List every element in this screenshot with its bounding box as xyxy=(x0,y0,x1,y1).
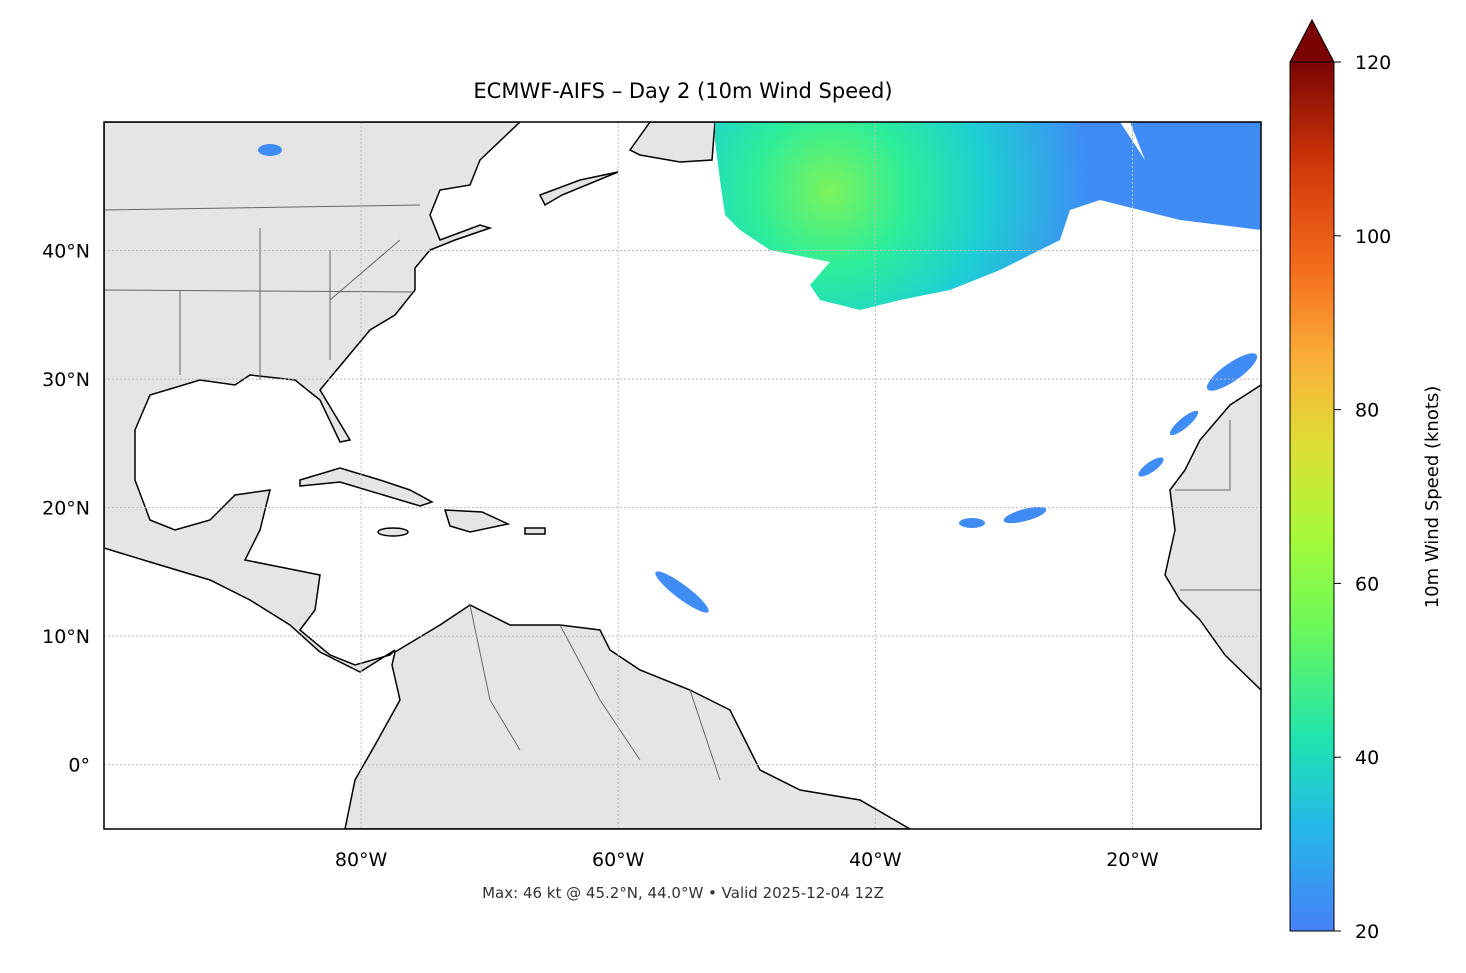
ticks: 80°W 60°W 40°W 20°W 0° 10°N 20°N 30°N 40°N 20 40 60… xyxy=(42,52,1391,943)
africa xyxy=(1164,384,1261,691)
grid xyxy=(104,122,1261,829)
cuba xyxy=(299,467,434,507)
colorbar-tick-label: 100 xyxy=(1355,226,1391,248)
colorbar-tick-label: 80 xyxy=(1355,400,1379,422)
wind-patch xyxy=(655,571,709,613)
wind-field xyxy=(715,122,1261,310)
colorbar-tick-label: 60 xyxy=(1355,573,1379,595)
greenland-edge xyxy=(628,122,716,163)
map-area xyxy=(104,122,1261,829)
borders xyxy=(104,204,1261,781)
wind-patch xyxy=(959,518,985,528)
south-america xyxy=(344,604,912,829)
y-tick-label: 20°N xyxy=(42,498,90,520)
colorbar-tick-label: 20 xyxy=(1355,921,1379,943)
colorbar-label: 10m Wind Speed (knots) xyxy=(1422,386,1443,609)
x-tick-label: 20°W xyxy=(1106,849,1159,871)
colorbar xyxy=(1289,61,1335,932)
y-tick-label: 40°N xyxy=(42,241,90,263)
wind-patch xyxy=(1206,353,1258,391)
y-tick-label: 30°N xyxy=(42,369,90,391)
wind-patch xyxy=(1003,506,1047,524)
colorbar-tick-label: 120 xyxy=(1355,52,1391,74)
y-tick-label: 0° xyxy=(68,755,90,777)
north-america xyxy=(104,122,522,673)
y-tick-label: 10°N xyxy=(42,626,90,648)
jamaica xyxy=(377,527,409,537)
footer: Max: 46 kt @ 45.2°N, 44.0°W • Valid 2025… xyxy=(482,884,884,902)
nova-scotia xyxy=(538,171,619,207)
hispaniola xyxy=(443,509,511,533)
wind-patch xyxy=(1138,457,1164,477)
colorbar-tick-label: 40 xyxy=(1355,747,1379,769)
axes-frame xyxy=(103,121,1262,830)
x-tick-label: 80°W xyxy=(335,849,388,871)
wind-patch xyxy=(1169,410,1199,436)
wind-patch xyxy=(258,144,282,156)
title: ECMWF-AIFS – Day 2 (10m Wind Speed) xyxy=(473,79,892,103)
colorbar-extend xyxy=(1289,18,1335,63)
x-tick-label: 60°W xyxy=(592,849,645,871)
puerto-rico xyxy=(524,527,546,535)
x-tick-label: 40°W xyxy=(849,849,902,871)
